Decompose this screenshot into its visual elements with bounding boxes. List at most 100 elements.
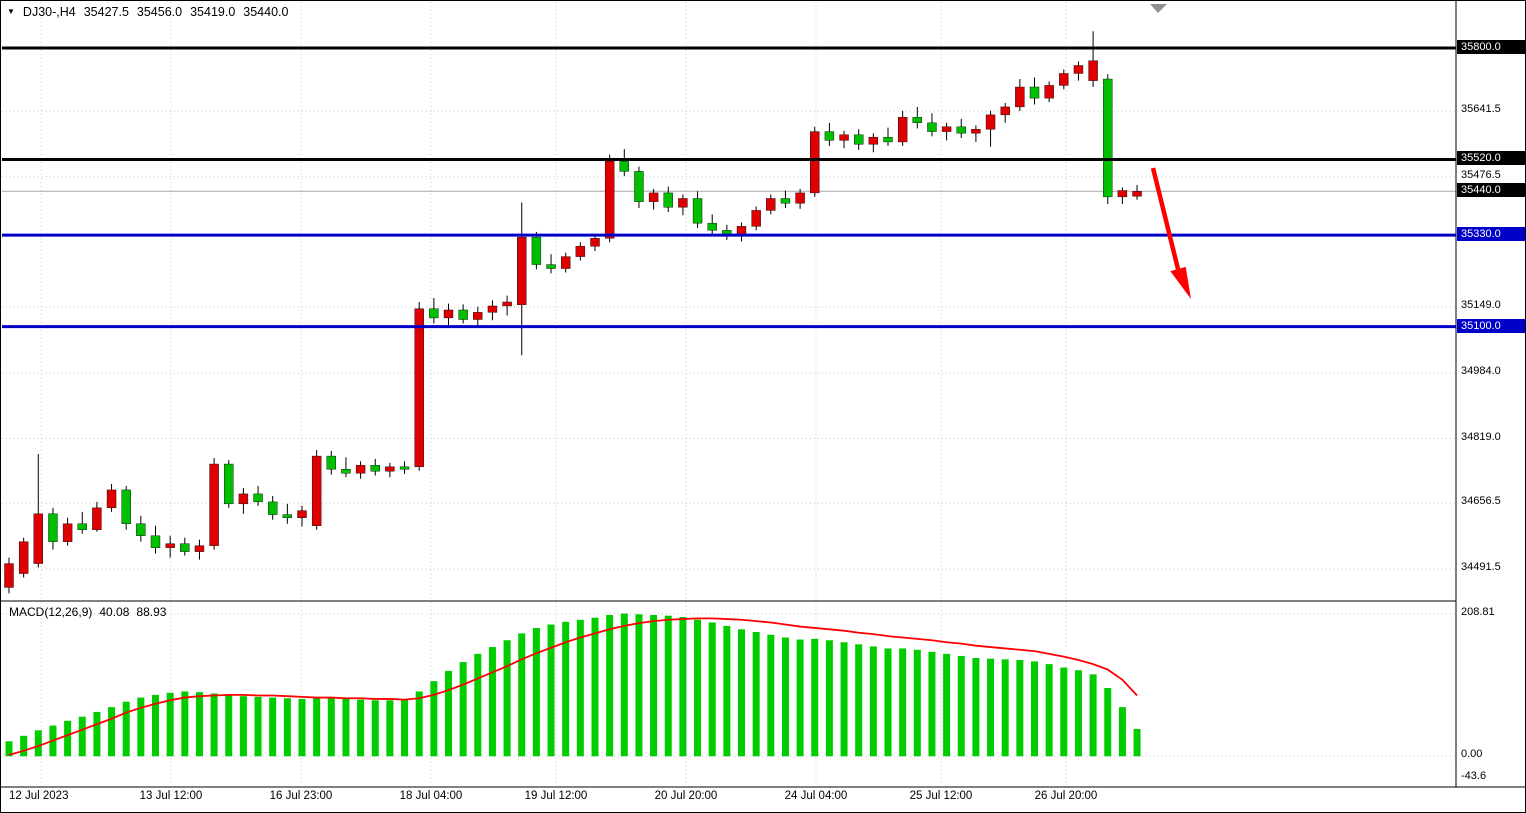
time-axis-label: 25 Jul 12:00 [909, 790, 973, 802]
macd-bar [313, 697, 321, 757]
macd-bar [401, 699, 409, 757]
candle [443, 309, 454, 319]
time-axis-label: 16 Jul 23:00 [269, 790, 333, 802]
macd-axis-tick: 208.81 [1461, 605, 1495, 618]
price-axis-tick: 35476.5 [1461, 168, 1501, 181]
macd-bar [884, 648, 892, 757]
macd-bar [210, 693, 218, 757]
macd-bar [591, 617, 599, 757]
macd-bar [767, 634, 775, 757]
macd-bar [825, 640, 833, 757]
price-level-badge: 35330.0 [1457, 227, 1525, 242]
macd-bar [152, 694, 159, 757]
price-level-badge: 35520.0 [1457, 151, 1525, 166]
symbol-timeframe-label: DJ30-,H4 [22, 5, 76, 19]
macd-bar [1060, 667, 1068, 757]
candle [692, 198, 703, 224]
time-axis-label: 12 Jul 2023 [9, 790, 69, 802]
quote-open: 35427.5 [83, 5, 129, 19]
candle [194, 545, 205, 552]
candle [795, 192, 805, 204]
candle [326, 455, 336, 470]
macd-bar [738, 629, 745, 757]
macd-bar [283, 698, 291, 757]
macd-bar [972, 657, 980, 757]
macd-bar [108, 707, 116, 757]
macd-bar [166, 692, 174, 757]
macd-bar [430, 681, 438, 757]
macd-bar [928, 651, 936, 757]
macd-bar [474, 653, 482, 757]
price-level-badge: 35800.0 [1457, 39, 1525, 54]
candle [253, 493, 263, 503]
macd-bar [650, 614, 658, 757]
macd-bar [752, 632, 760, 757]
candle [531, 236, 542, 265]
macd-axis-tick: 0.00 [1461, 748, 1483, 761]
quote-close: 35440.0 [243, 5, 289, 19]
macd-bar [1016, 660, 1024, 757]
macd-bar [1118, 707, 1126, 757]
candle [106, 489, 117, 509]
macd-bar [957, 655, 965, 757]
time-axis[interactable]: 12 Jul 2023 13 Jul 12:00 16 Jul 23:00 18 Ju… [1, 790, 1525, 812]
macd-bar [899, 648, 907, 757]
macd-bar [562, 621, 570, 757]
candle [121, 489, 131, 524]
candle [561, 256, 571, 269]
candle [414, 308, 424, 468]
candle [912, 117, 922, 124]
macd-bar [1074, 670, 1082, 757]
candle [209, 463, 219, 546]
candle [341, 469, 351, 474]
time-axis-label: 19 Jul 12:00 [524, 790, 588, 802]
macd-bar [635, 614, 643, 757]
candlestick-series [4, 31, 1142, 594]
candle [487, 305, 498, 313]
macd-bar [1031, 661, 1038, 757]
candle [634, 171, 644, 202]
macd-bar [518, 633, 526, 757]
macd-bar [840, 642, 848, 757]
candle [4, 563, 14, 588]
symbol-dropdown-icon[interactable]: ▼ [7, 7, 15, 16]
bearish-arrow-annotation[interactable] [1150, 167, 1191, 299]
candle [429, 308, 439, 319]
candle [77, 523, 87, 530]
macd-bar [342, 698, 350, 757]
macd-bar [796, 639, 804, 757]
macd-bar [269, 697, 277, 757]
candle [1132, 191, 1142, 197]
macd-bar [1133, 728, 1141, 757]
price-axis-tick: 35641.5 [1461, 103, 1501, 116]
price-axis[interactable]: 35641.5 35476.5 35149.0 34984.0 34819.0 34656… [1457, 1, 1525, 787]
candle [590, 238, 600, 247]
candle [18, 541, 29, 574]
candle [473, 312, 483, 320]
macd-name: MACD(12,26,9) [9, 605, 93, 619]
macd-bar [855, 644, 863, 757]
macd-bar [254, 696, 262, 757]
candle [956, 126, 966, 134]
level-lines[interactable] [2, 46, 1456, 329]
candle [48, 513, 58, 542]
candle [165, 543, 175, 548]
candle [62, 523, 73, 542]
macd-signal-value: 88.93 [136, 605, 167, 619]
macd-bar [694, 619, 702, 757]
candle [648, 192, 659, 202]
candle [370, 465, 380, 472]
macd-bar [503, 640, 511, 757]
price-axis-tick: 34656.5 [1461, 495, 1501, 508]
price-level-badge: 35100.0 [1457, 318, 1525, 333]
macd-bar [298, 698, 306, 757]
candle [92, 507, 102, 530]
macd-bar [664, 615, 672, 757]
macd-bar [620, 613, 628, 757]
candle [517, 236, 527, 305]
macd-axis-tick: -43.6 [1461, 770, 1487, 782]
macd-bar [606, 614, 614, 757]
chart-shift-marker-icon[interactable] [1150, 4, 1167, 13]
macd-bar [913, 649, 921, 757]
